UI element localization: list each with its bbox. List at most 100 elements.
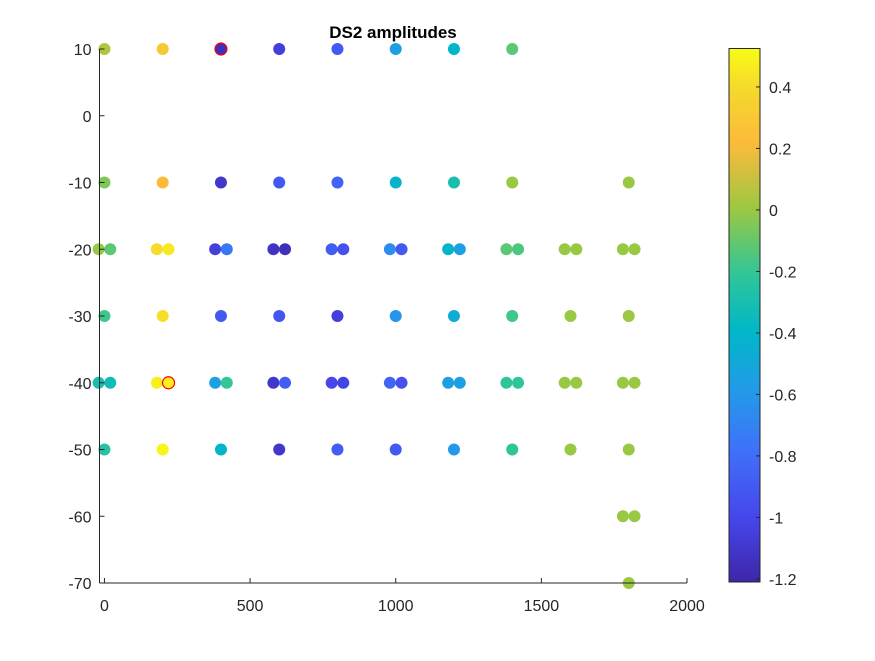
data-point bbox=[92, 243, 105, 256]
data-point bbox=[622, 310, 635, 322]
data-point bbox=[389, 176, 402, 189]
data-point bbox=[279, 243, 292, 256]
data-point bbox=[383, 243, 396, 256]
data-point bbox=[616, 243, 629, 256]
y-tick-label: -30 bbox=[68, 309, 91, 326]
data-point bbox=[512, 376, 525, 389]
colorbar-tick-label: -0.4 bbox=[769, 326, 797, 343]
data-point bbox=[161, 376, 176, 390]
data-point bbox=[628, 510, 641, 523]
colorbar-tick-label: -0.2 bbox=[769, 264, 797, 281]
data-point bbox=[453, 243, 466, 256]
x-tick-label: 1500 bbox=[524, 598, 560, 615]
y-tick-label: -70 bbox=[68, 576, 91, 593]
data-point bbox=[383, 376, 396, 389]
data-point bbox=[331, 443, 344, 456]
data-point bbox=[150, 376, 163, 389]
data-point bbox=[389, 310, 402, 322]
colorbar-tick-label: 0.2 bbox=[769, 141, 791, 158]
data-point bbox=[214, 176, 227, 189]
data-point bbox=[628, 376, 641, 389]
data-point bbox=[447, 176, 460, 189]
data-point bbox=[453, 376, 466, 389]
data-point bbox=[273, 443, 286, 456]
data-point bbox=[162, 243, 175, 256]
data-point bbox=[279, 376, 292, 389]
data-point bbox=[209, 376, 222, 389]
data-point bbox=[395, 376, 408, 389]
data-point bbox=[273, 43, 286, 55]
data-point bbox=[442, 376, 455, 389]
data-point bbox=[331, 43, 344, 55]
axes: 10 0 -10 -20 -30 -40 -50 -60 -70 0 500 1000 1500 2000 bbox=[68, 42, 705, 615]
data-point bbox=[337, 243, 350, 256]
data-point bbox=[447, 310, 460, 322]
colorbar-tick-label: -1 bbox=[769, 510, 783, 527]
x-tick-label: 500 bbox=[237, 598, 264, 615]
data-point bbox=[570, 243, 583, 256]
data-point bbox=[395, 243, 408, 256]
x-tick-label: 0 bbox=[100, 598, 109, 615]
data-point bbox=[156, 43, 169, 55]
data-point bbox=[512, 243, 525, 256]
scatter-points bbox=[92, 42, 641, 589]
data-point bbox=[447, 43, 460, 55]
data-point bbox=[616, 510, 629, 523]
data-point bbox=[156, 176, 169, 189]
data-point bbox=[156, 443, 169, 456]
data-point bbox=[337, 376, 350, 389]
data-point bbox=[558, 243, 571, 256]
data-point bbox=[273, 176, 286, 189]
data-point bbox=[220, 376, 233, 389]
y-tick-label: -40 bbox=[68, 376, 91, 393]
chart-title: DS2 amplitudes bbox=[329, 23, 457, 42]
y-tick-label: 0 bbox=[83, 109, 92, 126]
data-point bbox=[214, 443, 227, 456]
data-point bbox=[570, 376, 583, 389]
data-point bbox=[558, 376, 571, 389]
data-point bbox=[564, 443, 577, 456]
data-point bbox=[506, 176, 519, 189]
y-tick-label: -20 bbox=[68, 242, 91, 259]
data-point bbox=[506, 443, 519, 456]
data-point bbox=[616, 376, 629, 389]
colorbar-tick-label: -0.8 bbox=[769, 449, 797, 466]
y-tick-label: -60 bbox=[68, 509, 91, 526]
data-point bbox=[564, 310, 577, 322]
colorbar-tick-label: 0.4 bbox=[769, 80, 791, 97]
data-point bbox=[92, 376, 105, 389]
data-point bbox=[500, 376, 513, 389]
colorbar-gradient bbox=[728, 48, 761, 583]
data-point bbox=[628, 243, 641, 256]
data-point bbox=[267, 376, 280, 389]
data-point bbox=[506, 310, 519, 322]
data-point bbox=[622, 443, 635, 456]
data-point bbox=[220, 243, 233, 256]
data-point bbox=[150, 243, 163, 256]
data-point bbox=[389, 43, 402, 55]
data-point bbox=[506, 43, 519, 55]
data-point bbox=[447, 443, 460, 456]
data-point bbox=[622, 176, 635, 189]
data-point bbox=[104, 376, 117, 389]
colorbar-tick-label: 0 bbox=[769, 203, 778, 220]
data-point bbox=[209, 243, 222, 256]
data-point bbox=[500, 243, 513, 256]
colorbar: 0.4 0.2 0 -0.2 -0.4 -0.6 -0.8 -1 -1.2 bbox=[728, 48, 797, 589]
data-point bbox=[325, 376, 338, 389]
data-point bbox=[156, 310, 169, 322]
data-point bbox=[214, 310, 227, 322]
data-point bbox=[331, 176, 344, 189]
y-tick-label: -10 bbox=[68, 176, 91, 193]
colorbar-tick-label: -1.2 bbox=[769, 572, 797, 589]
data-point bbox=[442, 243, 455, 256]
y-tick-label: -50 bbox=[68, 443, 91, 460]
data-point bbox=[389, 443, 402, 456]
data-point bbox=[325, 243, 338, 256]
colorbar-tick-label: -0.6 bbox=[769, 387, 797, 404]
data-point bbox=[104, 243, 117, 256]
data-point bbox=[331, 310, 344, 322]
data-point bbox=[273, 310, 286, 322]
data-point bbox=[267, 243, 280, 256]
